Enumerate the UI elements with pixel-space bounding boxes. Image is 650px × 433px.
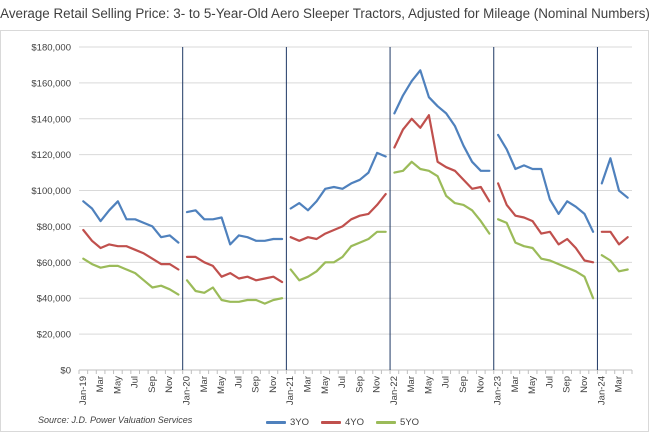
x-tick-label: Jul <box>544 376 555 388</box>
x-tick-label: May <box>216 376 227 394</box>
y-tick-label: $180,000 <box>31 43 71 54</box>
series-line-5yo <box>289 230 387 282</box>
series-line-4yo <box>497 182 595 264</box>
y-tick-label: $160,000 <box>31 78 71 89</box>
x-tick-label: Sep <box>458 376 469 393</box>
x-tick-label: Mar <box>614 376 625 392</box>
x-tick-label: Jan-20 <box>182 376 193 405</box>
x-tick-label: Mar <box>199 376 210 392</box>
x-tick-label: Nov <box>372 376 383 393</box>
y-tick-label: $100,000 <box>31 186 71 197</box>
y-tick-label: $0 <box>60 366 71 377</box>
series-line-3yo <box>497 133 595 233</box>
y-tick-label: $40,000 <box>37 294 71 305</box>
x-tick-label: May <box>320 376 331 394</box>
series-line-3yo <box>82 200 180 244</box>
x-tick-label: Jan-19 <box>78 376 89 405</box>
x-tick-label: Jan-23 <box>493 376 504 405</box>
series-line-4yo <box>600 230 629 246</box>
legend-swatch <box>266 421 286 424</box>
chart-legend: 3YO 4YO 5YO <box>266 417 419 428</box>
legend-item-4yo: 4YO <box>321 417 364 428</box>
x-tick-label: Mar <box>302 376 313 392</box>
legend-item-3yo: 3YO <box>266 417 309 428</box>
series-line-4yo <box>393 114 491 203</box>
legend-label: 5YO <box>400 417 420 428</box>
legend-swatch <box>376 421 397 424</box>
x-tick-label: Nov <box>268 376 279 393</box>
x-tick-label: Sep <box>354 376 365 393</box>
x-tick-label: Mar <box>406 376 417 392</box>
x-tick-label: Jul <box>130 376 141 388</box>
x-tick-label: Sep <box>562 376 573 393</box>
series-line-5yo <box>82 257 180 296</box>
series-line-4yo <box>82 228 180 271</box>
chart-source: Source: J.D. Power Valuation Services <box>38 415 193 425</box>
series-line-3yo <box>185 209 284 246</box>
x-tick-label: Jul <box>441 376 452 388</box>
y-tick-label: $20,000 <box>37 330 71 341</box>
x-tick-label: Sep <box>147 376 158 393</box>
x-tick-label: Mar <box>510 376 521 392</box>
y-tick-label: $60,000 <box>37 258 71 269</box>
legend-item-5yo: 5YO <box>376 417 419 428</box>
series-line-4yo <box>289 193 387 242</box>
series-line-4yo <box>185 255 284 284</box>
x-tick-label: Jan-21 <box>285 376 296 405</box>
legend-swatch <box>321 421 342 424</box>
series-line-3yo <box>289 151 387 212</box>
x-tick-label: Mar <box>95 376 106 392</box>
x-tick-label: Jul <box>233 376 244 388</box>
series-line-5yo <box>600 254 629 273</box>
series-line-3yo <box>600 157 629 199</box>
legend-label: 4YO <box>345 417 365 428</box>
x-tick-label: Jul <box>337 376 348 388</box>
series-line-5yo <box>185 279 284 305</box>
y-tick-label: $140,000 <box>31 114 71 125</box>
series-line-5yo <box>393 160 491 235</box>
legend-label: 3YO <box>290 417 310 428</box>
x-tick-label: May <box>527 376 538 394</box>
y-tick-label: $80,000 <box>37 222 71 233</box>
x-tick-label: Nov <box>475 376 486 393</box>
series-line-5yo <box>497 218 595 300</box>
series-line-3yo <box>393 69 491 172</box>
x-tick-label: Nov <box>579 376 590 393</box>
x-tick-label: May <box>112 376 123 394</box>
x-tick-label: Jan-22 <box>389 376 400 405</box>
x-tick-label: Sep <box>251 376 262 393</box>
chart-title: Average Retail Selling Price: 3- to 5-Ye… <box>0 6 650 21</box>
chart-frame <box>0 30 649 432</box>
x-tick-label: Jan-24 <box>596 376 607 405</box>
y-tick-label: $120,000 <box>31 150 71 161</box>
x-tick-label: May <box>423 376 434 394</box>
x-tick-label: Nov <box>164 376 175 393</box>
